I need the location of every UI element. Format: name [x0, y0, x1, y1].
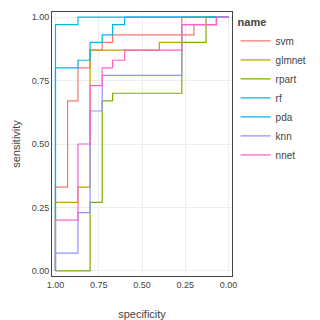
svg-text:glmnet: glmnet	[276, 55, 306, 66]
svg-text:0.25: 0.25	[32, 203, 50, 213]
svg-text:rf: rf	[276, 93, 282, 104]
svg-text:pda: pda	[276, 112, 293, 123]
svg-text:rpart: rpart	[276, 74, 297, 85]
svg-text:0.00: 0.00	[220, 280, 238, 290]
svg-text:nnet: nnet	[276, 150, 296, 161]
svg-text:0.50: 0.50	[133, 280, 151, 290]
svg-text:0.50: 0.50	[32, 139, 50, 149]
svg-text:0.75: 0.75	[32, 76, 50, 86]
svg-text:name: name	[238, 16, 267, 28]
svg-text:0.75: 0.75	[90, 280, 108, 290]
svg-text:1.00: 1.00	[32, 12, 50, 22]
svg-text:svm: svm	[276, 36, 294, 47]
svg-text:knn: knn	[276, 131, 292, 142]
svg-text:0.00: 0.00	[32, 266, 50, 276]
svg-text:sensitivity: sensitivity	[10, 120, 22, 168]
svg-text:specificity: specificity	[118, 308, 166, 320]
svg-text:0.25: 0.25	[177, 280, 195, 290]
svg-text:1.00: 1.00	[47, 280, 65, 290]
